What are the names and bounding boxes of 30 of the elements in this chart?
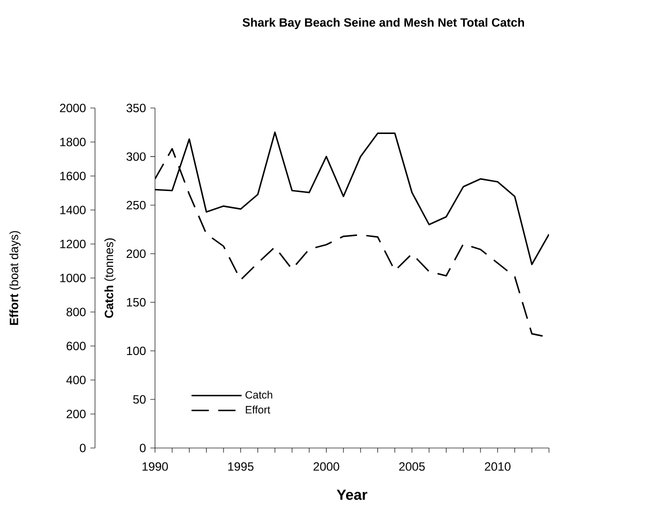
- y2-tick-label: 1400: [60, 206, 86, 214]
- y-tick-label: 100: [126, 346, 146, 356]
- y2-tick-label: 800: [66, 308, 86, 316]
- y2-tick-label: 600: [66, 342, 86, 350]
- legend-label: Catch: [246, 390, 272, 399]
- y-tick-label: 0: [140, 444, 146, 452]
- x-tick-label: 1990: [142, 462, 168, 471]
- y2-tick-label: 0: [80, 444, 86, 452]
- y2-tick-label: 1000: [60, 274, 86, 282]
- x-tick-label: 2010: [484, 462, 510, 471]
- y-tick-label: 250: [126, 200, 146, 210]
- y-tick-label: 300: [126, 152, 146, 161]
- y2-tick-label: 2000: [60, 104, 86, 112]
- y-tick-label: 150: [126, 298, 146, 307]
- x-tick-label: 1995: [228, 462, 254, 471]
- chart-title: Shark Bay Beach Seine and Mesh Net Total Catch: [242, 18, 524, 30]
- legend-label: Effort: [246, 406, 270, 414]
- y2-tick-label: 200: [66, 410, 86, 418]
- y2-axis-title: Effort (boat days): [9, 231, 21, 325]
- y-tick-label: 350: [126, 104, 146, 112]
- y2-tick-label: 1600: [60, 172, 86, 180]
- y-tick-label: 50: [133, 395, 146, 404]
- y2-tick-label: 1800: [60, 138, 86, 146]
- y-axis-title: Catch (tonnes): [104, 238, 116, 318]
- y2-tick-label: 1200: [60, 240, 86, 248]
- x-axis-title: Year: [336, 490, 368, 500]
- x-tick-label: 2005: [399, 462, 425, 471]
- x-tick-label: 2000: [314, 462, 340, 471]
- y2-tick-label: 400: [66, 376, 86, 384]
- y-tick-label: 200: [126, 249, 146, 258]
